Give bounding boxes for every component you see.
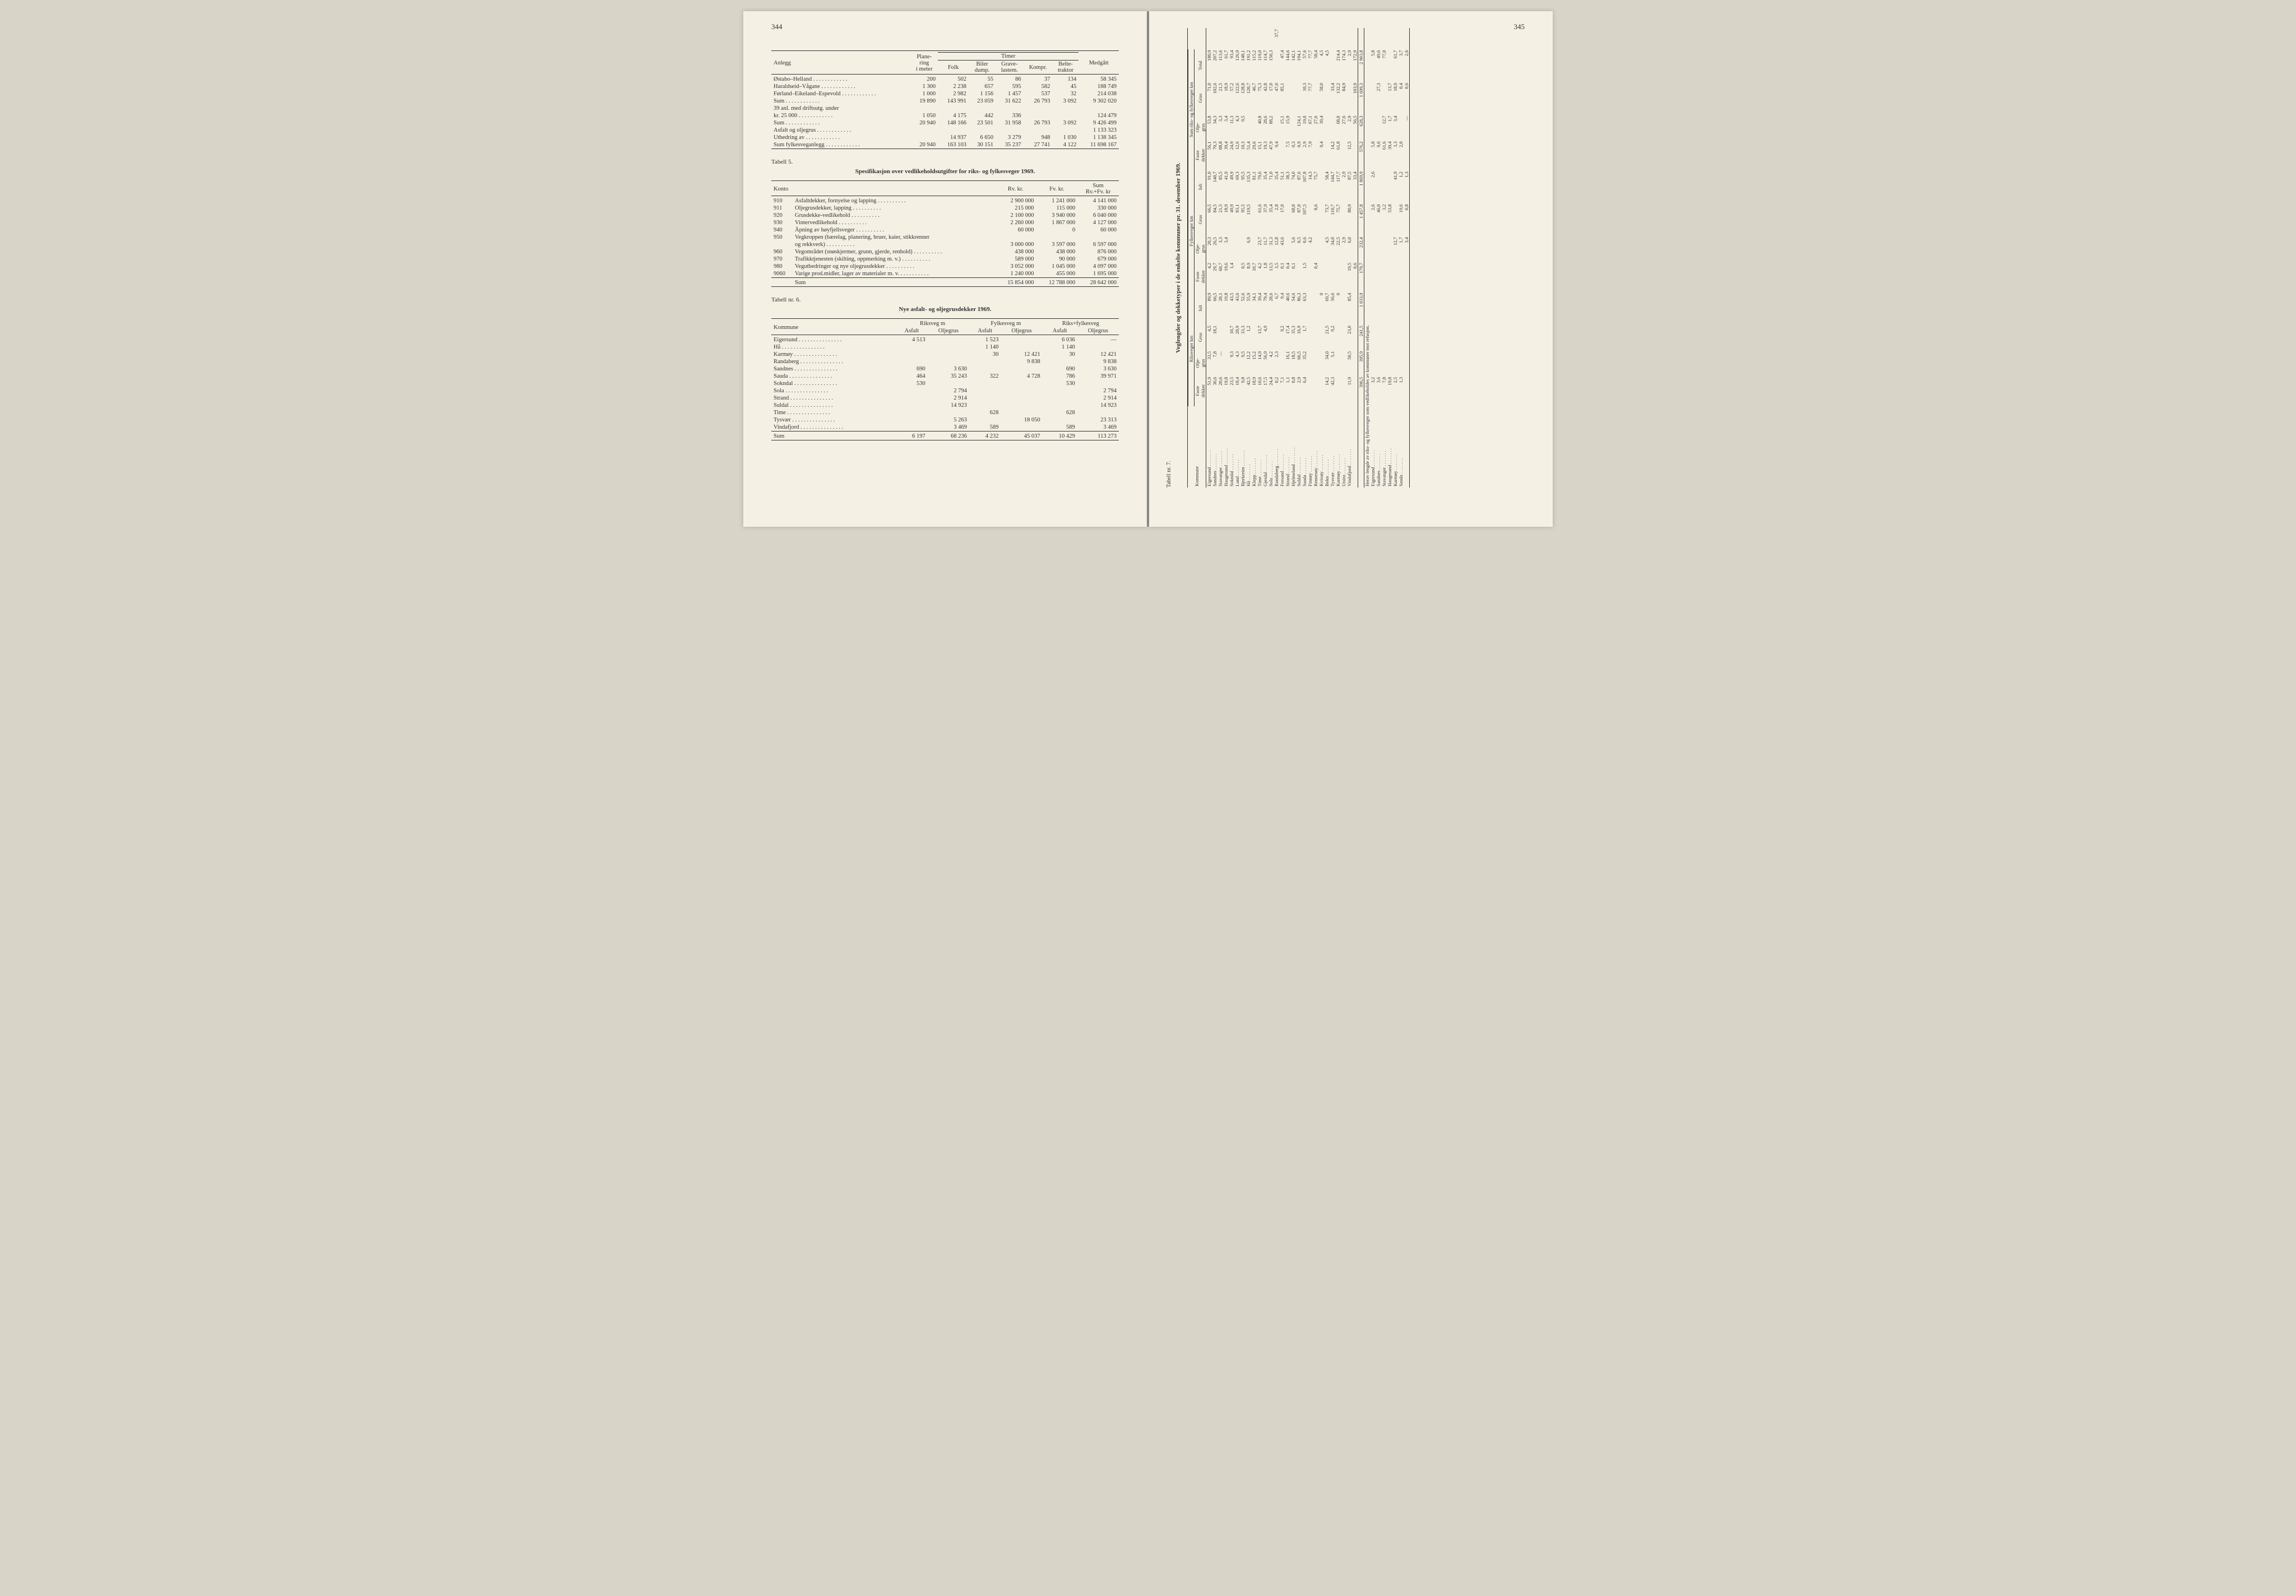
- table-row: Stavanger . . . . . . .20,6—28,160,73,32…: [1218, 28, 1223, 488]
- table-row: Tysvær . . . . . . . . . . . . . . .5 26…: [771, 416, 1119, 424]
- table-row: Lund . . . . . . .18,44,320,943,683,169,…: [1234, 28, 1240, 488]
- table-row: Eigersund . . . . . . .3,22,62,65,85,8: [1370, 28, 1376, 488]
- table-row: Sauda . . . . . . . . . . . . . . .46435…: [771, 373, 1119, 380]
- tabell6-title: Nye asfalt- og oljegrusdekker 1969.: [771, 306, 1119, 313]
- table-row: kr. 25 000 . . . . . . . . . . . .1 0504…: [771, 112, 1119, 119]
- totals-row: 396,5395,9241,51 033,9179,7232,41 457,81…: [1358, 28, 1364, 488]
- table-row: Haugesund . . . . . . .19,819,819,63,418…: [1223, 28, 1229, 488]
- table-row: Sokndal . . . . . . . . . . . . . . .530…: [771, 380, 1119, 387]
- table-row: 910Asfaltdekker, fornyelse og lapping . …: [771, 197, 1119, 205]
- table-row: Suldal . . . . . . .2,966,516,986,30,587…: [1296, 28, 1302, 488]
- th-timer: Timer: [938, 53, 1078, 61]
- table-row: Vindafjord . . . . . . .11,950,523,085,4…: [1346, 28, 1352, 488]
- table-row: 3,40,81,3—0,62,6: [1404, 28, 1410, 488]
- table-row: Strand . . . . . . .1,116,117,440,60,438…: [1285, 28, 1290, 488]
- right-page: 345 Tabell nr. 7. Veglengder og dekketyp…: [1149, 11, 1553, 527]
- table-row: Sauda . . . . . . .6,435,21,763,31,50,61…: [1302, 28, 1307, 488]
- rotated-table-container: Tabell nr. 7. Veglengder og dekketyper i…: [1166, 28, 1480, 488]
- table-row: Sola . . . . . . .24,44,228,613,531,335,…: [1268, 28, 1274, 488]
- table-row: Eigersund . . . . . . . . . . . . . . .4…: [771, 336, 1119, 344]
- table-row: Strand . . . . . . . . . . . . . . .2 91…: [771, 395, 1119, 402]
- tabell5-title: Spesifikasjon over vedlikeholdsutgifter …: [771, 168, 1119, 175]
- table-row: Haraldseid–Vågane . . . . . . . . . . . …: [771, 83, 1119, 90]
- table-row: Sum . . . . . . . . . . . .19 890143 991…: [771, 98, 1119, 105]
- table-row: Sandnes . . . . . . . . . . . . . . .690…: [771, 365, 1119, 373]
- table-row: 980Vegutbedringer og nye oljegrusdekker …: [771, 263, 1119, 270]
- table-row: 920Grusdekke-vedlikehold . . . . . . . .…: [771, 212, 1119, 219]
- table-row: Eigersund . . . . . . .51,933,54,589,94,…: [1206, 28, 1212, 488]
- table-row: Randaberg . . . . . . . . . . . . . . .9…: [771, 358, 1119, 365]
- table-row: Utbedring av . . . . . . . . . . . .14 9…: [771, 134, 1119, 141]
- table-row: Bjerkreim . . . . . . .9,89,533,352,60,5…: [1240, 28, 1246, 488]
- th-medgatt: Medgått: [1078, 53, 1119, 75]
- left-page: 344 Anlegg Plane-ringi meter Timer Medgå…: [743, 11, 1147, 527]
- tabell6-label: Tabell nr. 6.: [771, 296, 1119, 303]
- table-row: Time . . . . . . .10,614,913,739,44,223,…: [1257, 28, 1262, 488]
- table-row: Hjelmeland . . . . . . .0,818,535,354,60…: [1290, 28, 1296, 488]
- table-row: Klepp . . . . . . .18,915,234,110,781,12…: [1251, 28, 1257, 488]
- table-row: Karmøy . . . . . . . . . . . . . . .3012…: [771, 351, 1119, 358]
- table-row: Finnøy . . . . . . .4,214,37,967,177,777…: [1307, 28, 1313, 488]
- table-row: Utsira . . . . . . .2,92,927,684,9174,3: [1341, 28, 1346, 488]
- table-row: Gjesdal . . . . . . .17,556,94,979,41,81…: [1262, 28, 1268, 488]
- table-row: Tysvær . . . . . . .42,35,19,256,634,011…: [1330, 28, 1335, 488]
- table-row: Førland–Eikeland–Espevold . . . . . . . …: [771, 90, 1119, 98]
- table-row: Asfalt og oljegrus . . . . . . . . . . .…: [771, 127, 1119, 134]
- footer-label: Herav lengde av riks- og fylkesveger som…: [1364, 49, 1370, 488]
- table-row: Sum fylkesveganlegg . . . . . . . . . . …: [771, 141, 1119, 149]
- table-row: Karmøy . . . . . . .2,512,741,93,33,418,…: [1392, 28, 1398, 488]
- table-row: 0,633,456,5103,9172,9: [1352, 28, 1358, 488]
- table-row: Vindafjord . . . . . . . . . . . . . . .…: [771, 424, 1119, 432]
- tabell5-label: Tabell 5.: [771, 159, 1119, 165]
- table-row: Rennesøy . . . . . . .0,48,675,727,658,4: [1313, 28, 1318, 488]
- table-5: Konto Rv. kr. Fv. kr. SumRv.+Fv. kr 910A…: [771, 180, 1119, 288]
- table-row: Sauda . . . . . . .1,31,719,61,22,00,43,…: [1398, 28, 1404, 488]
- page-number-right: 345: [1514, 22, 1525, 31]
- table-row: Sum . . . . . . . . . . . .20 940148 166…: [771, 119, 1119, 127]
- table-row: Bokn . . . . . . .14,234,021,569,74,573,…: [1324, 28, 1330, 488]
- th-anlegg: Anlegg: [771, 53, 910, 75]
- table-row: 960Vegområdet (snøskjermer, grunn, gjerd…: [771, 248, 1119, 256]
- table-row: 940Åpning av høyfjellsveger . . . . . . …: [771, 226, 1119, 234]
- page-number-left: 344: [771, 22, 783, 31]
- table-row: 930Vintervedlikehold . . . . . . . . . .…: [771, 219, 1119, 226]
- table-row: Sola . . . . . . . . . . . . . . .2 7942…: [771, 387, 1119, 395]
- tabell7-title: Veglengder og dekketyper i de enkelte ko…: [1175, 28, 1182, 488]
- table-7: Kommune Riksveger km Fylkesveger km Sum …: [1187, 28, 1410, 488]
- table-row: Sandnes . . . . . . .3,646,09,627,349,6: [1376, 28, 1381, 488]
- table-row: Sokndal . . . . . . .23,59,310,743,51,44…: [1229, 28, 1234, 488]
- table-row: og rekkverk) . . . . . . . . . .3 000 00…: [771, 241, 1119, 248]
- table-row: Stavanger . . . . . . .7,83,261,612,777,…: [1381, 28, 1387, 488]
- table-row: Hå . . . . . . .42,512,21,255,98,96,9119…: [1246, 28, 1251, 488]
- table-row: 950Vegkroppen (bærelag, planering, bruer…: [771, 234, 1119, 241]
- table-row: Time . . . . . . . . . . . . . . .628628: [771, 409, 1119, 416]
- table-row: Forsand . . . . . . .7,19,29,40,143,617,…: [1279, 28, 1285, 488]
- table-row: Kvitsøy . . . . . . .00,439,458,04,5: [1318, 28, 1324, 488]
- table-row: Suldal . . . . . . . . . . . . . . .14 9…: [771, 402, 1119, 409]
- table-row: Karmøy . . . . . . .022,575,7117,761,868…: [1335, 28, 1341, 488]
- th-planering: Plane-ringi meter: [910, 53, 938, 75]
- table-row: Randaberg . . . . . . .0,22,36,73,512,82…: [1274, 28, 1279, 488]
- table-row: Hå . . . . . . . . . . . . . . .1 1401 1…: [771, 344, 1119, 351]
- table-row: Haugesund . . . . . . .19,853,839,41,713…: [1387, 28, 1392, 488]
- table-row: 911Oljegrusdekker, lapping . . . . . . .…: [771, 205, 1119, 212]
- tabell7-label: Tabell nr. 7.: [1166, 28, 1172, 488]
- table-row: 9060Varige prod.midler, lager av materia…: [771, 270, 1119, 278]
- table-row: 39 anl. med driftsutg. under: [771, 105, 1119, 112]
- table-4: Anlegg Plane-ringi meter Timer Medgått F…: [771, 50, 1119, 150]
- table-row: Østabo–Helland . . . . . . . . . . . .20…: [771, 76, 1119, 83]
- table-row: 970Trafikktjenesten (skilting, oppmerkin…: [771, 256, 1119, 263]
- table-6: Kommune Riksveg m Fylkesveg m Riks+fylke…: [771, 318, 1119, 442]
- table-row: Sandnes . . . . . . .30,67,818,166,529,7…: [1212, 28, 1218, 488]
